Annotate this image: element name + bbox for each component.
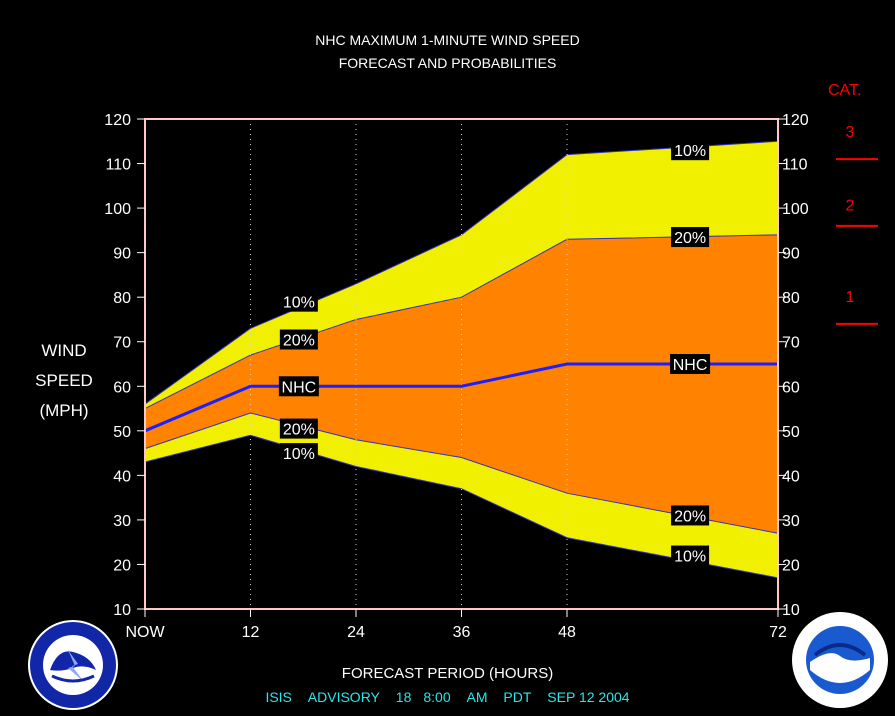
series-label: 20% bbox=[283, 422, 315, 439]
series-label: 10% bbox=[674, 549, 706, 566]
footer-date: SEP 12 2004 bbox=[547, 689, 630, 705]
series-label-box bbox=[671, 140, 710, 161]
footer-time: 8:00 bbox=[423, 689, 451, 705]
x-tick-label: 48 bbox=[558, 624, 576, 641]
band-edge-line bbox=[144, 434, 779, 579]
band-edge-line bbox=[144, 234, 779, 409]
series-label: 20% bbox=[674, 230, 706, 247]
y-tick-label-right: 40 bbox=[782, 468, 800, 485]
band-edge-line bbox=[144, 140, 779, 405]
chart-title-line2: FORECAST AND PROBABILITIES bbox=[338, 55, 557, 71]
footer-ampm: AM bbox=[466, 689, 488, 705]
y-tick-label-left: 80 bbox=[113, 290, 131, 307]
footer-system: ISIS bbox=[265, 689, 292, 705]
series-label-box bbox=[671, 505, 710, 526]
y-tick-label-left: 70 bbox=[113, 335, 131, 352]
series-label: 20% bbox=[283, 333, 315, 350]
nws-logo bbox=[28, 620, 118, 710]
series-label-box bbox=[279, 443, 318, 464]
nhc-forecast-line bbox=[144, 362, 778, 433]
y-tick-label-right: 80 bbox=[782, 290, 800, 307]
y-tick-label-left: 50 bbox=[113, 424, 131, 441]
y-tick-label-left: 40 bbox=[113, 468, 131, 485]
x-tick-label: 24 bbox=[347, 624, 365, 641]
y-tick-label-right: 30 bbox=[782, 513, 800, 530]
y-tick-label-left: 20 bbox=[113, 557, 131, 574]
band-edge-line bbox=[144, 412, 779, 534]
category-scale-title: CAT. bbox=[828, 82, 862, 99]
y-tick-label-right: 10 bbox=[782, 602, 800, 619]
chart-title-line1: NHC MAXIMUM 1-MINUTE WIND SPEED bbox=[315, 32, 580, 48]
series-label-box bbox=[671, 227, 710, 248]
x-tick-label: 72 bbox=[769, 624, 787, 641]
y-tick-label-right: 50 bbox=[782, 424, 800, 441]
series-label: 10% bbox=[283, 295, 315, 312]
advisory-footer: ISIS ADVISORY 18 8:00 AM PDT SEP 12 2004 bbox=[0, 689, 895, 705]
y-tick-label-right: 110 bbox=[782, 157, 808, 174]
category-label: 2 bbox=[846, 198, 855, 215]
y-tick-label-right: 60 bbox=[782, 379, 800, 396]
series-label-box bbox=[279, 418, 318, 439]
series-label: 10% bbox=[674, 143, 706, 160]
series-label-box bbox=[670, 354, 711, 374]
y-tick-label-left: 120 bbox=[104, 112, 131, 129]
x-tick-label: 36 bbox=[453, 624, 471, 641]
y-tick-label-left: 100 bbox=[104, 201, 131, 218]
y-tick-label-left: 90 bbox=[113, 246, 131, 263]
y-tick-label-right: 100 bbox=[782, 201, 809, 218]
y-tick-label-left: 110 bbox=[105, 157, 131, 174]
series-label: 20% bbox=[674, 508, 706, 525]
y-axis-label: WIND SPEED (MPH) bbox=[26, 336, 102, 426]
series-label: NHC bbox=[673, 357, 708, 374]
series-label-box bbox=[278, 376, 319, 397]
y-tick-label-left: 60 bbox=[113, 379, 131, 396]
x-axis-label: FORECAST PERIOD (HOURS) bbox=[341, 665, 554, 682]
series-label: NHC bbox=[282, 379, 317, 396]
y-tick-label-right: 70 bbox=[782, 335, 800, 352]
category-label: 3 bbox=[846, 124, 855, 141]
footer-advisory-label: ADVISORY bbox=[307, 689, 380, 705]
series-label-box bbox=[671, 545, 710, 566]
noaa-logo bbox=[792, 612, 888, 708]
footer-tz: PDT bbox=[503, 689, 532, 705]
y-axis-label-line3: (MPH) bbox=[39, 401, 89, 420]
x-tick-label: NOW bbox=[125, 624, 165, 641]
y-tick-label-right: 90 bbox=[782, 246, 800, 263]
y-tick-label-right: 120 bbox=[782, 112, 809, 129]
y-tick-label-left: 30 bbox=[113, 513, 131, 530]
series-label: 10% bbox=[283, 446, 315, 463]
x-tick-label: 12 bbox=[242, 624, 260, 641]
series-label-box bbox=[279, 291, 318, 312]
footer-advisory-number: 18 bbox=[395, 689, 412, 705]
series-label-box bbox=[279, 329, 318, 350]
y-axis-label-line1: WIND bbox=[41, 341, 87, 360]
y-tick-label-left: 10 bbox=[113, 602, 131, 619]
y-tick-label-right: 20 bbox=[782, 557, 800, 574]
category-label: 1 bbox=[846, 289, 855, 306]
y-axis-label-line2: SPEED bbox=[35, 371, 93, 390]
